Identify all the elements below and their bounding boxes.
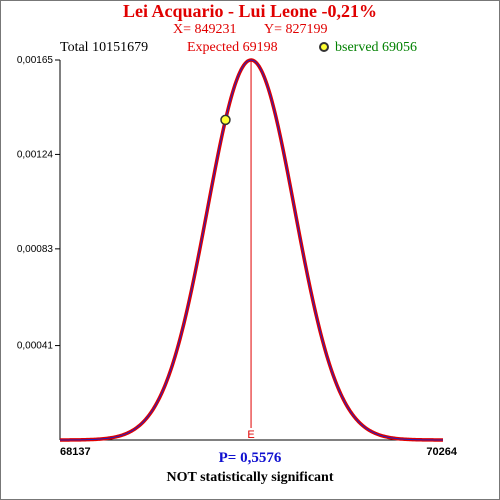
y-tick-label: 0,00124 <box>17 149 54 160</box>
expected-marker-label: E <box>247 429 254 441</box>
x-value-label: X= 849231 <box>173 22 237 37</box>
x-tick-min: 68137 <box>60 446 91 458</box>
expected-label: Expected 69198 <box>187 40 278 55</box>
y-tick-label: 0,00165 <box>17 55 54 66</box>
observed-point <box>220 114 231 126</box>
observed-label: bserved 69056 <box>335 40 418 55</box>
normal-curve-core <box>60 59 444 441</box>
total-label: Total 10151679 <box>60 40 149 55</box>
observed-legend-marker <box>319 42 329 52</box>
y-tick-label: 0,00083 <box>17 244 54 255</box>
x-tick-max: 70264 <box>426 446 457 458</box>
p-value: P= 0,5576 <box>218 450 282 466</box>
significance-verdict: NOT statistically significant <box>166 470 334 485</box>
y-tick-label: 0,00041 <box>17 341 54 352</box>
chart-title: Lei Acquario - Lui Leone -0,21% <box>122 1 377 21</box>
y-value-label: Y= 827199 <box>264 22 328 37</box>
